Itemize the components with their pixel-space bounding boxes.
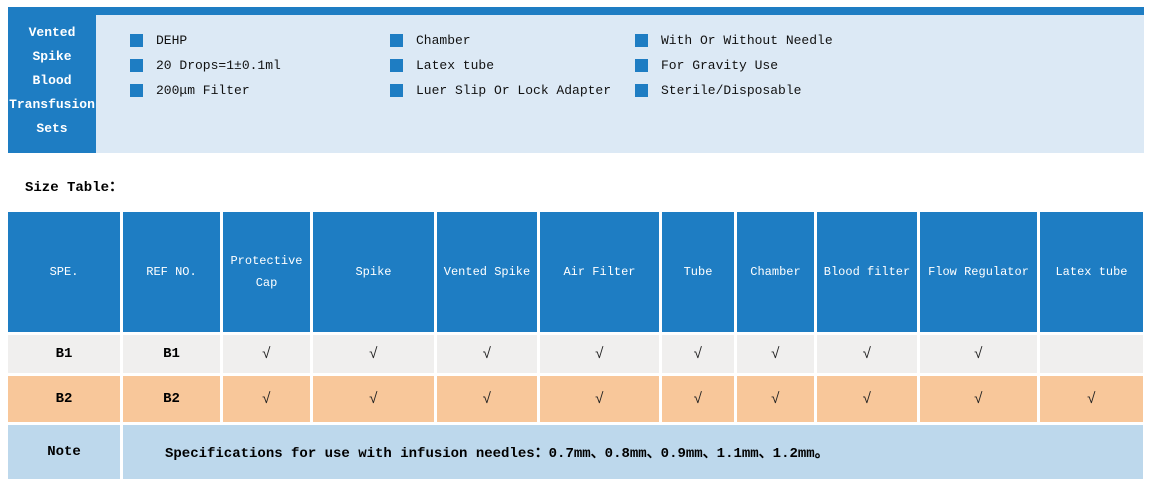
feature-item: 200μm Filter — [130, 83, 281, 98]
check-cell: √ — [223, 376, 310, 422]
check-cell: √ — [817, 335, 917, 373]
bullet-square-icon — [390, 84, 403, 97]
header-cell-air-filter: Air Filter — [540, 212, 659, 332]
check-cell: √ — [540, 376, 659, 422]
table-header-row: SPE. REF NO. Protective Cap Spike Vented… — [8, 212, 1143, 332]
header-cell-latex-tube: Latex tube — [1040, 212, 1143, 332]
header-cell-protective-cap: Protective Cap — [223, 212, 310, 332]
header-cell-ref-no: REF NO. — [123, 212, 220, 332]
note-text-cell: Specifications for use with infusion nee… — [123, 425, 1143, 479]
header-cell-blood-filter: Blood filter — [817, 212, 917, 332]
bullet-square-icon — [130, 59, 143, 72]
bullet-square-icon — [635, 34, 648, 47]
header-cell-spe: SPE. — [8, 212, 120, 332]
check-cell: √ — [313, 376, 434, 422]
check-cell: √ — [737, 335, 814, 373]
feature-label: DEHP — [156, 33, 188, 48]
feature-item: Sterile/Disposable — [635, 83, 833, 98]
spe-cell: B1 — [8, 335, 120, 373]
feature-item: Luer Slip Or Lock Adapter — [390, 83, 611, 98]
product-title-line: Blood — [32, 72, 72, 88]
feature-label: Luer Slip Or Lock Adapter — [416, 83, 612, 98]
feature-item: For Gravity Use — [635, 58, 833, 73]
feature-column-2: Chamber Latex tube Luer Slip Or Lock Ada… — [390, 33, 611, 98]
note-label-cell: Note — [8, 425, 120, 479]
bullet-square-icon — [635, 59, 648, 72]
product-title-line: Spike — [32, 48, 72, 64]
spe-cell: B2 — [8, 376, 120, 422]
check-cell: √ — [737, 376, 814, 422]
product-title-line: Transfusion — [9, 96, 95, 112]
product-title-line: Vented — [28, 24, 76, 40]
check-cell: √ — [1040, 376, 1143, 422]
size-table: SPE. REF NO. Protective Cap Spike Vented… — [8, 212, 1143, 479]
check-cell: √ — [437, 376, 537, 422]
check-cell: √ — [920, 335, 1037, 373]
feature-label: Sterile/Disposable — [661, 83, 802, 98]
feature-item: 20 Drops=1±0.1ml — [130, 58, 281, 73]
check-cell: √ — [662, 335, 734, 373]
feature-label: 20 Drops=1±0.1ml — [156, 58, 281, 73]
feature-item: With Or Without Needle — [635, 33, 833, 48]
feature-item: Latex tube — [390, 58, 611, 73]
bullet-square-icon — [390, 59, 403, 72]
header-cell-vented-spike: Vented Spike — [437, 212, 537, 332]
table-note-row: Note Specifications for use with infusio… — [8, 425, 1143, 479]
header-cell-chamber: Chamber — [737, 212, 814, 332]
ref-cell: B2 — [123, 376, 220, 422]
feature-label: For Gravity Use — [661, 58, 779, 73]
feature-item: Chamber — [390, 33, 611, 48]
feature-label: With Or Without Needle — [661, 33, 833, 48]
size-table-label: Size Table： — [25, 180, 124, 196]
feature-item: DEHP — [130, 33, 281, 48]
check-cell: √ — [313, 335, 434, 373]
bullet-square-icon — [390, 34, 403, 47]
features-panel: DEHP 20 Drops=1±0.1ml 200μm Filter Chamb… — [96, 7, 1144, 153]
bullet-square-icon — [130, 84, 143, 97]
check-cell: √ — [920, 376, 1037, 422]
bullet-square-icon — [130, 34, 143, 47]
header-cell-flow-regulator: Flow Regulator — [920, 212, 1037, 332]
feature-label: 200μm Filter — [156, 83, 250, 98]
feature-label: Chamber — [416, 33, 471, 48]
product-title-line: Sets — [36, 120, 68, 136]
feature-column-1: DEHP 20 Drops=1±0.1ml 200μm Filter — [130, 33, 281, 98]
check-cell — [1040, 335, 1143, 373]
check-cell: √ — [540, 335, 659, 373]
check-cell: √ — [817, 376, 917, 422]
check-cell: √ — [223, 335, 310, 373]
header-cell-spike: Spike — [313, 212, 434, 332]
ref-cell: B1 — [123, 335, 220, 373]
feature-column-3: With Or Without Needle For Gravity Use S… — [635, 33, 833, 98]
table-row-b1: B1 B1 √ √ √ √ √ √ √ √ — [8, 335, 1143, 373]
feature-label: Latex tube — [416, 58, 495, 73]
header-cell-tube: Tube — [662, 212, 734, 332]
bullet-square-icon — [635, 84, 648, 97]
check-cell: √ — [437, 335, 537, 373]
check-cell: √ — [662, 376, 734, 422]
table-row-b2: B2 B2 √ √ √ √ √ √ √ √ √ — [8, 376, 1143, 422]
product-title-box: Vented Spike Blood Transfusion Sets — [8, 7, 96, 153]
